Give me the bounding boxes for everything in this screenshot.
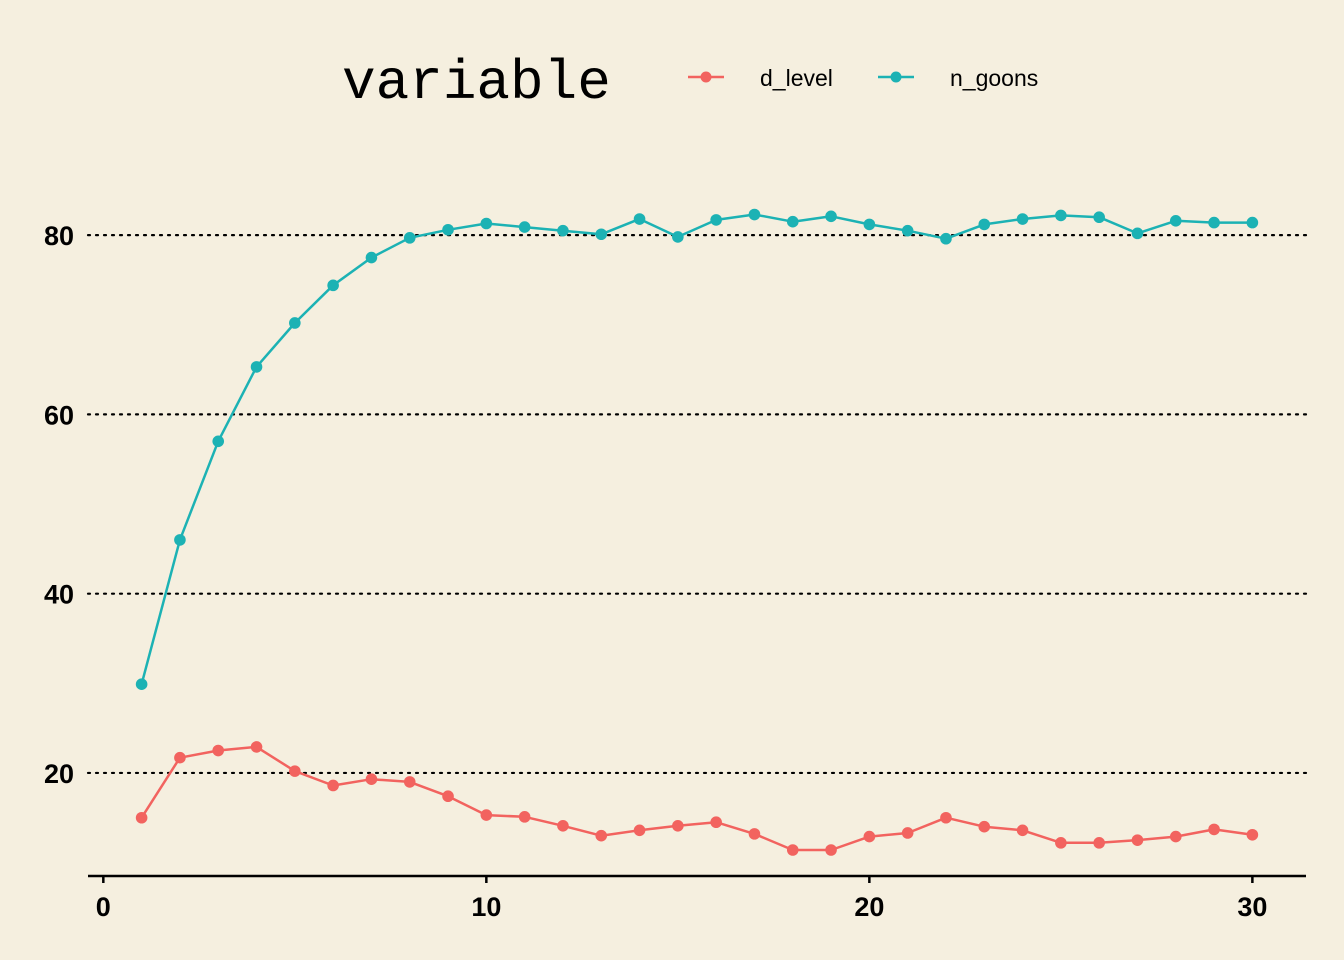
- data-point-d-level: [1093, 837, 1105, 849]
- data-point-d-level: [978, 820, 991, 833]
- x-tick-label: 10: [471, 892, 501, 922]
- data-point-n-goons: [403, 232, 416, 244]
- x-tick-label: 0: [96, 892, 111, 922]
- grid-lines: [86, 234, 1308, 775]
- data-point-d-level: [748, 828, 761, 840]
- data-point-n-goons: [940, 232, 952, 245]
- data-point-d-level: [1016, 824, 1029, 837]
- data-point-n-goons: [135, 678, 148, 690]
- data-point-d-level: [1208, 823, 1220, 836]
- data-point-d-level: [365, 773, 378, 785]
- data-point-d-level: [212, 744, 225, 757]
- data-point-n-goons: [672, 231, 684, 243]
- legend-key-point: [700, 71, 712, 83]
- data-point-n-goons: [786, 215, 799, 228]
- data-point-n-goons: [327, 279, 339, 292]
- data-point-n-goons: [174, 534, 186, 546]
- series-line-n-goons: [140, 213, 1253, 685]
- data-point-d-level: [1169, 830, 1182, 843]
- x-tick-label: 30: [1237, 892, 1267, 922]
- legend-key-point: [890, 71, 902, 83]
- data-point-n-goons: [1169, 215, 1182, 227]
- data-point-n-goons: [365, 251, 378, 264]
- data-point-n-goons: [978, 218, 991, 231]
- data-point-d-level: [1131, 834, 1144, 846]
- series-line-d-level: [140, 745, 1253, 852]
- data-point-d-level: [633, 824, 646, 837]
- data-point-n-goons: [825, 210, 837, 223]
- data-point-n-goons: [595, 228, 608, 241]
- legend-entry-d-level: d_level: [688, 65, 833, 91]
- data-point-d-level: [710, 816, 722, 829]
- data-point-d-level: [135, 811, 148, 824]
- data-point-n-goons: [863, 218, 876, 231]
- data-point-d-level: [250, 741, 263, 753]
- x-tick-label: 20: [854, 892, 884, 922]
- data-point-n-goons: [1093, 211, 1105, 224]
- data-point-n-goons: [1208, 216, 1220, 229]
- series-d-level: [135, 741, 1259, 856]
- data-point-n-goons: [710, 214, 722, 226]
- data-point-n-goons: [748, 208, 761, 221]
- data-point-n-goons: [289, 317, 301, 329]
- series-layer: [135, 208, 1259, 856]
- data-point-n-goons: [1055, 209, 1067, 222]
- data-point-n-goons: [901, 224, 914, 237]
- axes: 20 40 60 80 0 10 20 30: [44, 221, 1306, 922]
- legend-label-d-level: d_level: [760, 65, 833, 91]
- data-point-d-level: [518, 811, 531, 823]
- data-point-d-level: [327, 779, 339, 792]
- data-point-n-goons: [480, 217, 493, 230]
- data-point-d-level: [480, 809, 493, 821]
- data-point-d-level: [557, 820, 569, 832]
- y-tick-label: 60: [44, 400, 74, 430]
- data-point-n-goons: [518, 221, 531, 233]
- data-point-n-goons: [212, 435, 225, 448]
- data-point-n-goons: [1131, 227, 1144, 240]
- data-point-d-level: [863, 830, 876, 843]
- y-tick-label: 80: [44, 221, 74, 251]
- data-point-d-level: [403, 776, 416, 788]
- legend-title: variable: [342, 51, 611, 115]
- legend: variable d_level n_goons: [342, 51, 1038, 115]
- series-n-goons: [135, 208, 1259, 690]
- data-point-d-level: [940, 811, 952, 824]
- legend-label-n-goons: n_goons: [950, 65, 1038, 91]
- data-point-d-level: [901, 827, 914, 839]
- data-point-n-goons: [633, 213, 646, 225]
- data-point-n-goons: [1016, 213, 1029, 225]
- data-point-d-level: [174, 751, 186, 764]
- data-point-d-level: [786, 844, 799, 856]
- data-point-d-level: [825, 844, 837, 856]
- data-point-n-goons: [442, 223, 454, 236]
- data-point-d-level: [442, 790, 454, 803]
- data-point-d-level: [1246, 828, 1259, 841]
- y-tick-label: 40: [44, 580, 74, 610]
- data-point-d-level: [672, 820, 684, 832]
- data-point-d-level: [595, 829, 608, 842]
- data-point-n-goons: [250, 361, 263, 373]
- data-point-n-goons: [557, 224, 569, 237]
- data-point-d-level: [289, 765, 301, 777]
- legend-entry-n-goons: n_goons: [878, 65, 1038, 91]
- data-point-d-level: [1055, 837, 1067, 849]
- y-tick-label: 20: [44, 759, 74, 789]
- data-point-n-goons: [1246, 216, 1259, 229]
